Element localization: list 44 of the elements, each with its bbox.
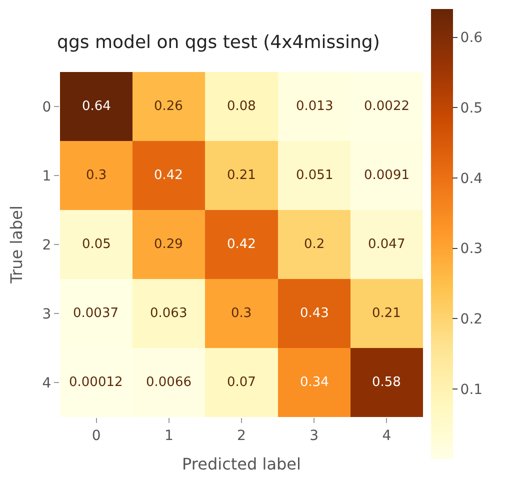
- data-label: 0.42: [227, 237, 256, 252]
- color-bar-label: 0.5: [460, 100, 483, 117]
- data-label: 0.43: [300, 306, 329, 321]
- y-tick-label: 3: [42, 306, 52, 322]
- data-label: 0.21: [227, 168, 256, 183]
- x-axis-title: Predicted label: [182, 454, 301, 474]
- x-tick-label: 0: [92, 428, 101, 444]
- data-label: 0.21: [372, 306, 401, 321]
- color-bar-label: 0.3: [460, 241, 483, 258]
- color-bar-label: 0.6: [460, 30, 483, 46]
- data-label: 0.34: [300, 375, 329, 390]
- data-label: 0.64: [82, 99, 111, 114]
- x-tick-label: 2: [237, 428, 246, 444]
- data-label: 0.047: [368, 237, 406, 252]
- data-label: 0.0022: [364, 99, 410, 114]
- data-label: 0.42: [154, 168, 183, 183]
- x-tick-label: 3: [310, 428, 319, 444]
- data-label: 0.2: [304, 237, 325, 252]
- data-label: 0.3: [231, 306, 252, 321]
- y-tick-label: 4: [42, 375, 52, 392]
- data-label: 0.58: [372, 375, 401, 390]
- y-tick-label: 2: [42, 237, 52, 254]
- y-tick-label: 1: [42, 168, 52, 184]
- data-label: 0.051: [296, 168, 334, 183]
- data-label: 0.26: [154, 99, 183, 114]
- x-tick-label: 4: [382, 428, 392, 444]
- data-label: 0.013: [296, 99, 334, 114]
- x-tick-label: 1: [164, 428, 174, 444]
- data-label: 0.3: [86, 168, 107, 183]
- color-bar-label: 0.4: [460, 170, 483, 187]
- data-label: 0.00012: [69, 375, 123, 390]
- data-label: 0.0066: [146, 375, 192, 390]
- chart-title: qgs model on qgs test (4x4missing): [57, 32, 380, 54]
- data-label: 0.0037: [73, 306, 118, 321]
- data-label: 0.05: [82, 237, 111, 252]
- y-tick-label: 0: [42, 99, 52, 116]
- color-bar-label: 0.1: [460, 382, 483, 398]
- data-label: 0.063: [150, 306, 188, 321]
- data-label: 0.29: [154, 237, 183, 252]
- y-axis-title: True label: [7, 206, 26, 284]
- data-label: 0.08: [227, 99, 256, 114]
- data-label: 0.0091: [364, 168, 410, 183]
- data-label: 0.07: [227, 375, 256, 390]
- color-bar-label: 0.2: [460, 311, 483, 328]
